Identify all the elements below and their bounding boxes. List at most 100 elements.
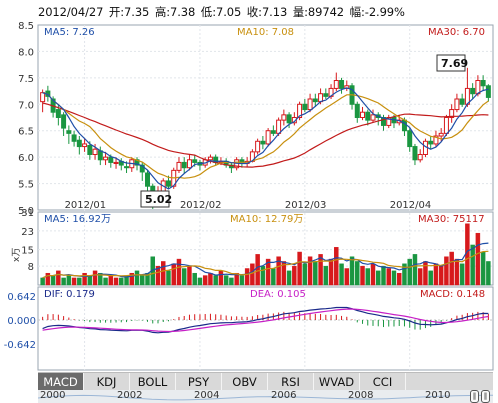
volume-bar: [239, 275, 245, 286]
quote-low-label: 低:: [200, 5, 216, 19]
tab-boll[interactable]: BOLL: [130, 373, 176, 391]
volume-bar: [176, 258, 182, 286]
volume-bar: [82, 272, 87, 286]
date-tick-label: 2012/02: [180, 200, 222, 211]
tab-macd[interactable]: MACD: [38, 373, 84, 391]
volume-tick-label: 23: [21, 227, 34, 238]
macd-tick-label: 0.642: [7, 292, 36, 303]
navigator-left-handle[interactable]: ‖: [470, 390, 479, 403]
volume-bar: [334, 247, 339, 286]
volume-bar: [56, 270, 61, 286]
volume-bar: [365, 268, 371, 286]
candle-body: [318, 93, 324, 103]
tab-obv[interactable]: OBV: [222, 373, 268, 391]
volume-ma30-label: MA30: 75117: [418, 214, 485, 225]
volume-bar: [255, 254, 260, 286]
candle-body: [165, 180, 171, 187]
candle-body: [412, 146, 418, 161]
volume-bar: [370, 263, 376, 286]
volume-bar: [171, 263, 176, 286]
volume-bar: [250, 263, 255, 286]
candle-body: [124, 166, 130, 169]
volume-bar: [113, 277, 119, 286]
volume-bar: [208, 272, 213, 286]
navigator-year-label: 2000: [40, 390, 66, 401]
volume-bar: [292, 265, 297, 286]
ma10-line: [42, 92, 489, 179]
volume-bar: [77, 277, 82, 286]
candle-body: [433, 135, 439, 145]
price-tick-label: 5.5: [18, 180, 34, 191]
candle-body: [428, 140, 434, 145]
price-axis: 8.5 8.0 7.5 7.0 6.5 6.0 5.5 5.0: [18, 21, 34, 217]
candle-body: [181, 161, 187, 169]
volume-bar: [134, 270, 140, 286]
volume-bar: [423, 261, 428, 286]
candle-body: [40, 92, 46, 103]
candle-body: [270, 130, 276, 134]
tab-psy[interactable]: PSY: [176, 373, 222, 391]
price-tick-label: 8.5: [18, 21, 34, 32]
price-ma10-label: MA10: 7.08: [237, 27, 294, 38]
candle-body: [454, 98, 460, 111]
volume-bar: [244, 268, 250, 286]
candle-body: [438, 132, 444, 137]
price-tick-label: 7.5: [18, 74, 34, 85]
candle-body: [176, 161, 182, 171]
volume-bar: [297, 251, 302, 286]
grid-lines: [38, 25, 493, 370]
max-price-callout: 7.69: [436, 54, 468, 72]
volume-bar: [160, 261, 166, 286]
quote-volume-label: 量:: [292, 5, 308, 19]
quote-low: 7.05: [215, 5, 242, 19]
volume-bar: [213, 275, 218, 286]
candle-body: [186, 159, 192, 169]
volume-bar: [187, 265, 192, 286]
date-tick-label: 2012/03: [285, 200, 327, 211]
quote-close: 7.13: [261, 5, 288, 19]
volume-bar: [71, 277, 77, 286]
time-navigator[interactable]: ‖ ‖ 2000 2002 2004 2006 2008 2010: [38, 390, 493, 403]
volume-bar: [360, 265, 365, 286]
volume-bar: [318, 254, 323, 286]
price-tick-label: 6.5: [18, 127, 34, 138]
candle-body: [307, 98, 313, 111]
tab-kdj[interactable]: KDJ: [84, 373, 130, 391]
tab-rsi[interactable]: RSI: [268, 373, 314, 391]
quote-change-label: 幅:: [349, 5, 365, 19]
volume-bar: [355, 261, 360, 286]
candle-body: [61, 114, 67, 129]
volume-bar: [92, 270, 98, 286]
navigator-year-label: 2010: [425, 390, 451, 401]
volume-bar: [307, 256, 313, 286]
tab-wvad[interactable]: WVAD: [314, 373, 360, 391]
volume-bar: [155, 265, 161, 286]
macd-value-label: MACD: 0.148: [420, 289, 485, 300]
volume-bar: [454, 258, 460, 286]
candle-body: [360, 111, 366, 119]
volume-bar: [197, 277, 203, 286]
ma5-line: [42, 87, 489, 190]
volume-bar: [402, 263, 407, 286]
candle-body: [323, 93, 329, 97]
candle-body: [207, 156, 213, 161]
price-tick-label: 8.0: [18, 47, 34, 58]
volume-bar: [444, 256, 449, 286]
price-ma30-label: MA30: 6.70: [428, 27, 485, 38]
navigator-sparkline: [38, 394, 493, 401]
candle-body: [276, 119, 282, 134]
volume-bar: [470, 244, 475, 286]
navigator-year-label: 2006: [271, 390, 297, 401]
candle-body: [192, 159, 198, 163]
volume-bar: [376, 270, 381, 286]
navigator-right-handle[interactable]: ‖: [481, 390, 490, 403]
volume-bar: [281, 261, 287, 286]
min-price-callout: 5.02: [140, 190, 172, 208]
volume-bar: [87, 275, 93, 286]
candle-body: [443, 117, 449, 134]
volume-bar: [313, 261, 318, 286]
volume-bar: [103, 277, 108, 286]
tab-cci[interactable]: CCI: [360, 373, 406, 391]
volume-bar: [286, 270, 292, 286]
